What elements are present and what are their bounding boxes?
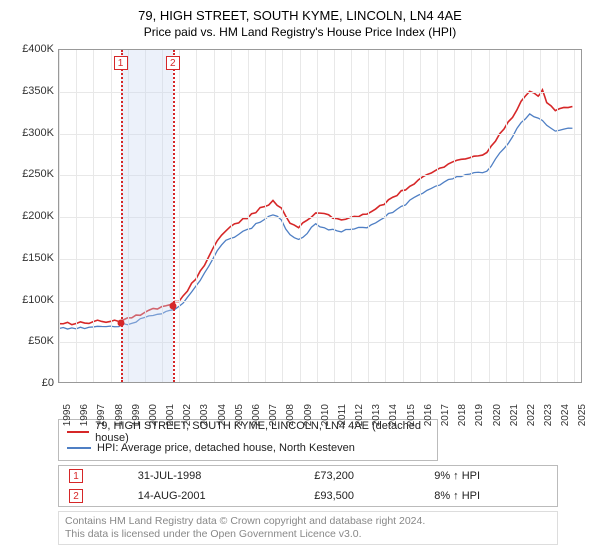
legend-item: 79, HIGH STREET, SOUTH KYME, LINCOLN, LN… xyxy=(67,424,429,440)
x-tick-label: 1999 xyxy=(131,404,142,426)
event-row: 2 14-AUG-2001£93,5008% ↑ HPI xyxy=(59,486,558,507)
legend-label: HPI: Average price, detached house, Nort… xyxy=(97,442,355,454)
x-tick-label: 2000 xyxy=(148,404,159,426)
events-table: 1 31-JUL-1998£73,2009% ↑ HPI 2 14-AUG-2001£… xyxy=(58,465,558,507)
y-tick-label: £0 xyxy=(10,377,54,389)
event-marker-box: 1 xyxy=(114,56,128,70)
event-delta: 8% ↑ HPI xyxy=(424,486,557,507)
x-tick-label: 1997 xyxy=(96,404,107,426)
x-tick-label: 1998 xyxy=(114,404,125,426)
footer-line1: Contains HM Land Registry data © Crown c… xyxy=(65,515,551,528)
title-address: 79, HIGH STREET, SOUTH KYME, LINCOLN, LN… xyxy=(12,8,588,23)
x-tick-label: 2017 xyxy=(440,404,451,426)
x-tick-label: 2007 xyxy=(268,404,279,426)
chart-title: 79, HIGH STREET, SOUTH KYME, LINCOLN, LN… xyxy=(12,8,588,39)
plot-area: 12 xyxy=(58,49,582,383)
y-tick-label: £250K xyxy=(10,168,54,180)
y-tick-label: £350K xyxy=(10,85,54,97)
legend-swatch xyxy=(67,431,89,433)
x-tick-label: 2016 xyxy=(423,404,434,426)
event-date: 14-AUG-2001 xyxy=(128,486,304,507)
x-tick-label: 2006 xyxy=(251,404,262,426)
x-tick-label: 2012 xyxy=(354,404,365,426)
y-tick-label: £50K xyxy=(10,335,54,347)
y-tick-label: £150K xyxy=(10,252,54,264)
y-tick-label: £300K xyxy=(10,127,54,139)
x-tick-label: 2023 xyxy=(543,404,554,426)
x-tick-label: 1995 xyxy=(62,404,73,426)
transaction-span-shade xyxy=(121,50,173,382)
event-id-box: 1 xyxy=(69,469,83,483)
x-tick-label: 1996 xyxy=(79,404,90,426)
x-tick-label: 2011 xyxy=(337,404,348,426)
x-tick-label: 2002 xyxy=(182,404,193,426)
event-date: 31-JUL-1998 xyxy=(128,466,304,487)
x-tick-label: 2018 xyxy=(457,404,468,426)
x-tick-label: 2014 xyxy=(388,404,399,426)
event-dot xyxy=(169,302,176,309)
price-chart: 12 £0£50K£100K£150K£200K£250K£300K£350K£… xyxy=(12,43,588,413)
event-dot xyxy=(117,319,124,326)
x-tick-label: 2015 xyxy=(406,404,417,426)
x-tick-label: 2021 xyxy=(509,404,520,426)
event-id-box: 2 xyxy=(69,489,83,503)
y-tick-label: £200K xyxy=(10,210,54,222)
event-marker-box: 2 xyxy=(166,56,180,70)
event-delta: 9% ↑ HPI xyxy=(424,466,557,487)
y-tick-label: £100K xyxy=(10,294,54,306)
y-tick-label: £400K xyxy=(10,43,54,55)
x-tick-label: 2010 xyxy=(320,404,331,426)
x-tick-label: 2019 xyxy=(474,404,485,426)
x-tick-label: 2005 xyxy=(234,404,245,426)
event-price: £73,200 xyxy=(304,466,424,487)
x-tick-label: 2025 xyxy=(577,404,588,426)
x-tick-label: 2013 xyxy=(371,404,382,426)
footer-line2: This data is licensed under the Open Gov… xyxy=(65,528,551,541)
x-tick-label: 2004 xyxy=(217,404,228,426)
event-vline xyxy=(173,50,175,382)
x-tick-label: 2024 xyxy=(560,404,571,426)
x-tick-label: 2008 xyxy=(285,404,296,426)
event-row: 1 31-JUL-1998£73,2009% ↑ HPI xyxy=(59,466,558,487)
x-tick-label: 2009 xyxy=(303,404,314,426)
x-tick-label: 2020 xyxy=(492,404,503,426)
x-tick-label: 2022 xyxy=(526,404,537,426)
event-vline xyxy=(121,50,123,382)
x-tick-label: 2003 xyxy=(199,404,210,426)
attribution-footer: Contains HM Land Registry data © Crown c… xyxy=(58,511,558,545)
legend-swatch xyxy=(67,447,91,449)
title-subtitle: Price paid vs. HM Land Registry's House … xyxy=(12,25,588,39)
x-tick-label: 2001 xyxy=(165,404,176,426)
event-price: £93,500 xyxy=(304,486,424,507)
